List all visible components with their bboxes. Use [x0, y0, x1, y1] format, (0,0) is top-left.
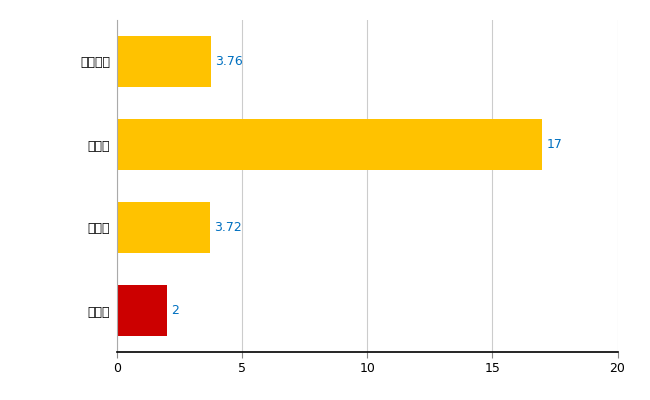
Text: 3.76: 3.76 [215, 55, 242, 68]
Text: 3.72: 3.72 [214, 221, 242, 234]
Bar [117, 202, 210, 253]
Text: 17: 17 [546, 138, 562, 151]
Bar [117, 119, 542, 170]
Bar [117, 36, 211, 87]
Text: 2: 2 [171, 304, 179, 317]
Bar [117, 285, 167, 336]
